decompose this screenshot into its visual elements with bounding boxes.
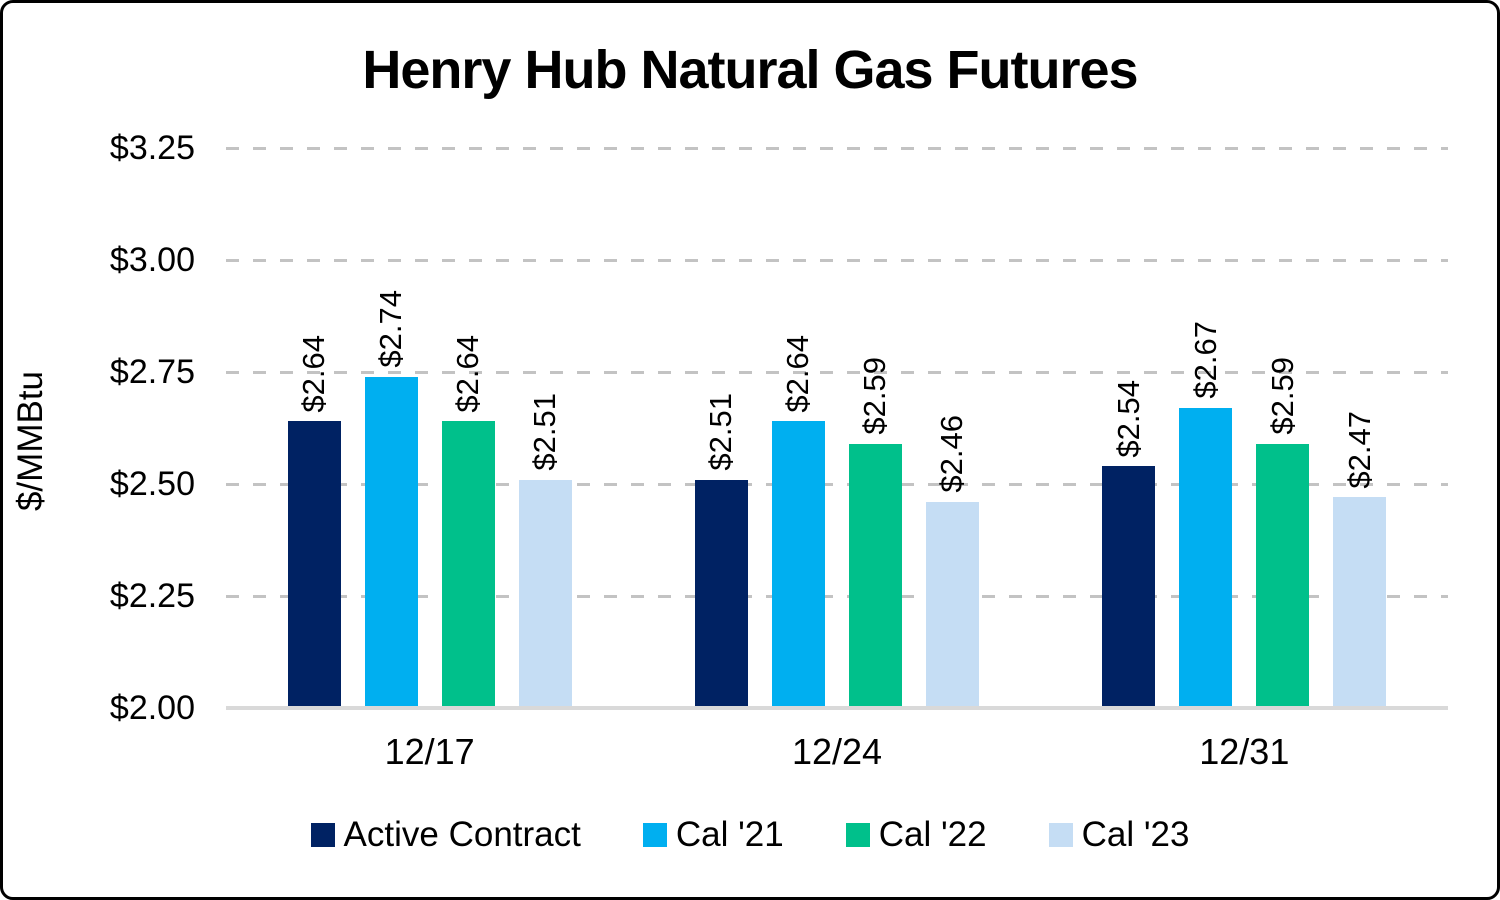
- x-tick-label: 12/24: [791, 731, 883, 772]
- bar-label: $2.64: [296, 334, 332, 413]
- y-tick-label: $2.25: [109, 577, 195, 615]
- bar-group: $2.51 $2.64 $2.59 $2.46: [633, 148, 1040, 708]
- bar: $2.59: [1256, 357, 1310, 708]
- legend-label: Cal '21: [675, 815, 784, 854]
- gridline: [226, 595, 1448, 598]
- y-tick-label: $2.00: [109, 689, 195, 727]
- y-tick-label: $3.25: [109, 129, 195, 167]
- bar-groups-container: $2.64 $2.74 $2.64 $2.51 $2.51 $2.64 $2.59 $2.46…: [226, 148, 1448, 708]
- bar-group: $2.54 $2.67 $2.59 $2.47: [1041, 148, 1448, 708]
- bar: $2.59: [848, 357, 902, 708]
- bar-label: $2.47: [1341, 410, 1377, 489]
- y-axis-tick-labels: $3.25 $3.00 $2.75 $2.50 $2.25 $2.00: [3, 129, 195, 727]
- legend-label: Cal '23: [1081, 815, 1190, 854]
- legend-label: Cal '22: [878, 815, 987, 854]
- y-tick-label: $2.75: [109, 353, 195, 391]
- bar: $2.67: [1179, 321, 1233, 708]
- legend-item: Active Contract: [310, 815, 581, 855]
- x-tick-label: 12/31: [1199, 731, 1290, 772]
- legend-label: Active Contract: [343, 815, 581, 854]
- legend-swatch: [310, 823, 335, 847]
- bar-label: $2.64: [450, 334, 486, 413]
- bar-group: $2.64 $2.74 $2.64 $2.51: [226, 148, 633, 708]
- bar: $2.54: [1102, 380, 1156, 708]
- bar: $2.64: [771, 335, 825, 708]
- bar-label: $2.51: [703, 392, 739, 471]
- bar-label: $2.51: [527, 392, 563, 471]
- bar-label: $2.59: [1264, 357, 1300, 435]
- bar: $2.74: [364, 290, 418, 708]
- legend: Active Contract Cal '21 Cal '22 Cal '23: [3, 815, 1497, 855]
- x-axis-line: [226, 706, 1448, 710]
- gridline: [226, 483, 1448, 486]
- bar-label: $2.74: [373, 289, 409, 368]
- bar: $2.64: [287, 335, 341, 708]
- gridline: [226, 147, 1448, 150]
- legend-swatch: [1048, 823, 1073, 847]
- chart-title: Henry Hub Natural Gas Futures: [362, 40, 1138, 100]
- x-axis-tick-labels: 12/17 12/24 12/31: [226, 731, 1448, 773]
- legend-item: Cal '23: [1048, 815, 1190, 855]
- bar: $2.51: [694, 393, 748, 708]
- bar: $2.51: [518, 393, 572, 708]
- y-tick-label: $3.00: [109, 241, 195, 279]
- legend-swatch: [845, 823, 870, 847]
- gridline: [226, 259, 1448, 262]
- legend-item: Cal '22: [845, 815, 987, 855]
- plot-area: $2.64 $2.74 $2.64 $2.51 $2.51 $2.64 $2.59 $2.46…: [226, 147, 1448, 710]
- bar: $2.64: [441, 335, 495, 708]
- legend-swatch: [642, 823, 667, 847]
- bar: $2.46: [925, 415, 979, 708]
- gridline: [226, 371, 1448, 374]
- y-tick-label: $2.50: [109, 465, 195, 503]
- bar-label: $2.54: [1110, 379, 1146, 458]
- legend-item: Cal '21: [642, 815, 784, 855]
- bar-label: $2.64: [780, 334, 816, 413]
- bar-label: $2.59: [857, 357, 893, 435]
- x-tick-label: 12/17: [384, 731, 475, 772]
- bar: $2.47: [1333, 411, 1387, 708]
- bar-label: $2.67: [1187, 321, 1223, 399]
- bar-label: $2.46: [934, 415, 970, 493]
